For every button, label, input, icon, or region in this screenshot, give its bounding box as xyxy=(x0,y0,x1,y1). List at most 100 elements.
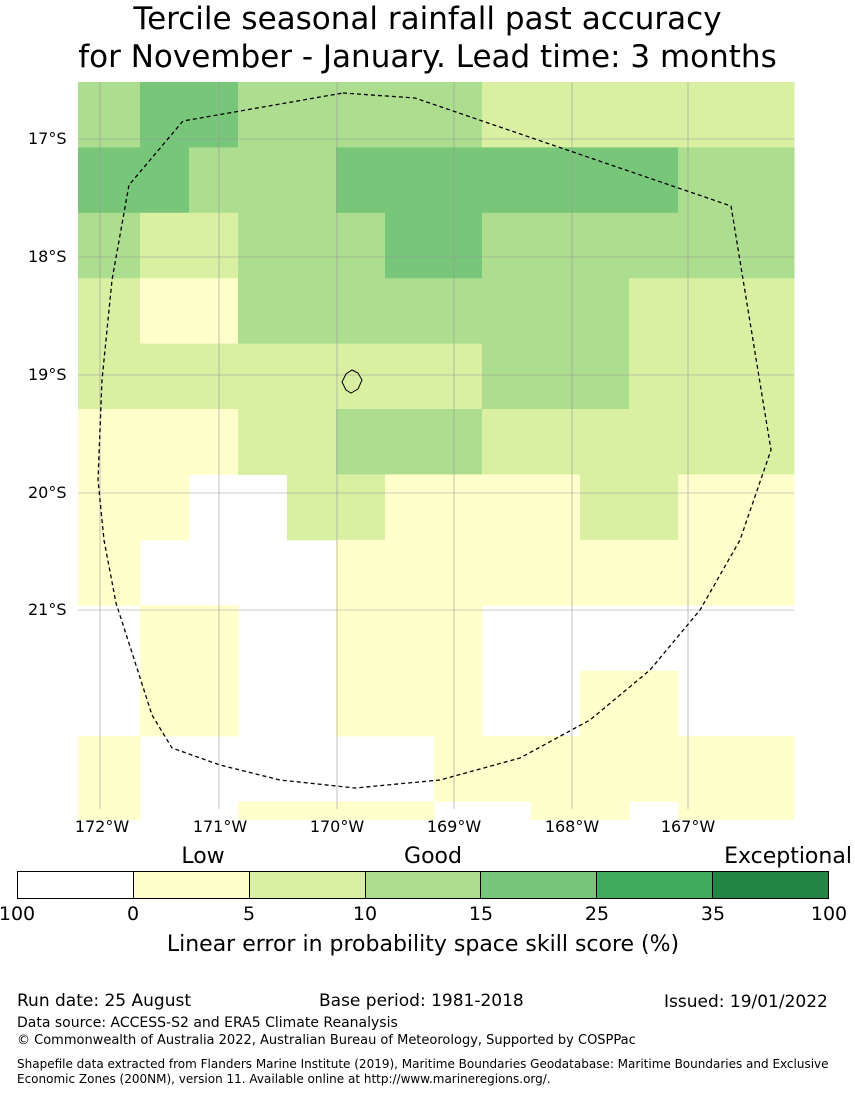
skill-cell xyxy=(385,343,435,410)
skill-cell xyxy=(434,278,483,345)
skill-cell xyxy=(238,801,288,820)
skill-cell xyxy=(189,670,239,737)
skill-cell xyxy=(78,147,141,214)
skill-cell xyxy=(434,474,483,541)
lat-label: 21°S xyxy=(28,600,67,619)
skill-cell xyxy=(78,474,141,541)
skill-cell xyxy=(385,670,435,737)
skill-cell xyxy=(629,212,679,279)
colorbar-tick-label: 35 xyxy=(700,903,726,925)
skill-cell xyxy=(140,343,190,410)
skill-cell xyxy=(140,278,190,345)
lat-label: 20°S xyxy=(28,483,67,502)
skill-cell xyxy=(580,409,630,475)
skill-cell xyxy=(678,474,795,541)
skill-cell xyxy=(629,539,679,606)
skill-cell xyxy=(580,539,630,606)
colorbar-segment xyxy=(481,872,598,898)
lon-label: 168°W xyxy=(544,817,600,836)
skill-cell xyxy=(531,474,581,541)
shapefile-credit: Shapefile data extracted from Flanders M… xyxy=(17,1057,829,1086)
issued-date: Issued: 19/01/2022 xyxy=(664,992,828,1012)
colorbar-tick-label: 0 xyxy=(126,903,140,925)
eez-boundary xyxy=(97,92,772,789)
skill-cell xyxy=(482,212,532,279)
skill-cell xyxy=(629,670,679,737)
skill-cell xyxy=(238,343,288,410)
skill-cell xyxy=(140,670,190,737)
skill-cell xyxy=(678,82,795,148)
skill-cell xyxy=(78,82,141,148)
colorbar-segment xyxy=(365,872,482,898)
skill-cell xyxy=(189,212,239,279)
skill-cell xyxy=(629,278,679,345)
skill-cell xyxy=(531,278,581,345)
skill-cell xyxy=(385,82,435,148)
colorbar-segment xyxy=(18,872,134,898)
colorbar-tick-label: 25 xyxy=(584,903,610,925)
skill-cell xyxy=(678,278,795,345)
skill-cell xyxy=(678,801,795,820)
lon-label: 171°W xyxy=(192,817,248,836)
skill-cell xyxy=(629,147,679,214)
category-label-good: Good xyxy=(404,844,462,869)
skill-cell xyxy=(678,539,795,606)
skill-cell xyxy=(678,147,795,214)
skill-cell xyxy=(336,147,386,214)
data-source: Data source: ACCESS-S2 and ERA5 Climate … xyxy=(17,1015,398,1031)
lat-label: 19°S xyxy=(28,365,67,384)
skill-cell xyxy=(336,82,386,148)
colorbar-segment xyxy=(597,872,714,898)
skill-cell xyxy=(531,343,581,410)
chart-title-line-1: Tercile seasonal rainfall past accuracy xyxy=(133,1,722,37)
skill-cell xyxy=(385,409,435,475)
skill-cell xyxy=(189,82,239,148)
category-label-exceptional: Exceptional xyxy=(724,844,852,869)
skill-grid xyxy=(78,82,795,820)
skill-cell xyxy=(482,147,532,214)
skill-cell xyxy=(140,474,190,541)
lon-label: 170°W xyxy=(309,817,365,836)
category-label-low: Low xyxy=(181,844,225,869)
skill-cell xyxy=(336,605,386,672)
skill-cell xyxy=(629,82,679,148)
skill-cell xyxy=(238,147,288,214)
colorbar-tick-label: 5 xyxy=(242,903,256,925)
skill-cell xyxy=(531,147,581,214)
skill-cell xyxy=(189,605,239,672)
skill-cell xyxy=(238,212,288,279)
skill-cell xyxy=(482,539,532,606)
skill-cell xyxy=(678,343,795,410)
skill-cell xyxy=(531,82,581,148)
skill-cell xyxy=(531,801,581,820)
skill-cell xyxy=(629,736,679,802)
colorbar-tick-label: 100 xyxy=(0,903,36,925)
skill-cell xyxy=(140,147,190,214)
island-outline xyxy=(341,369,363,394)
skill-cell xyxy=(482,82,532,148)
skill-cell xyxy=(580,474,630,541)
skill-cell xyxy=(336,670,386,737)
skill-cell xyxy=(434,343,483,410)
skill-cell xyxy=(140,605,190,672)
skill-cell xyxy=(629,474,679,541)
skill-cell xyxy=(189,147,239,214)
skill-cell xyxy=(287,147,337,214)
skill-cell xyxy=(434,212,483,279)
skill-map xyxy=(78,82,795,820)
skill-cell xyxy=(580,212,630,279)
skill-cell xyxy=(336,212,386,279)
skill-cell xyxy=(385,147,435,214)
skill-cell xyxy=(434,82,483,148)
skill-cell xyxy=(385,539,435,606)
skill-cell xyxy=(531,539,581,606)
colorbar-tick-label: 100 xyxy=(810,903,848,925)
skill-cell xyxy=(287,409,337,475)
skill-cell xyxy=(287,343,337,410)
skill-cell xyxy=(189,278,239,345)
skill-cell xyxy=(580,343,630,410)
skill-cell xyxy=(238,278,288,345)
lon-label: 172°W xyxy=(74,817,130,836)
skill-cell xyxy=(336,278,386,345)
skill-cell xyxy=(482,278,532,345)
